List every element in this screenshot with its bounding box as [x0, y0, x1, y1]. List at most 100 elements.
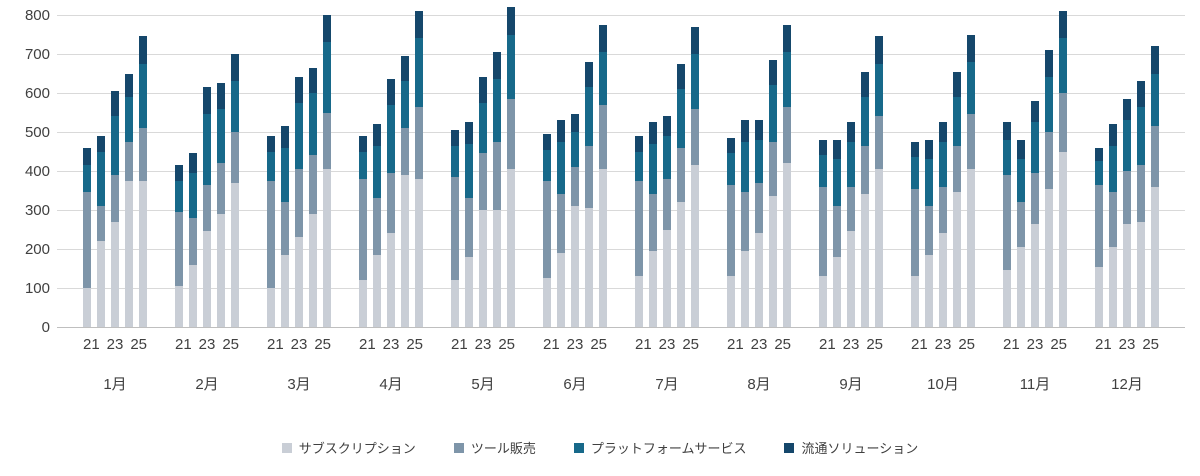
bar [649, 122, 657, 327]
bar [1109, 124, 1117, 327]
legend: サブスクリプション ツール販売 プラットフォームサービス 流通ソリューション [0, 438, 1200, 457]
bar-segment [139, 180, 147, 327]
bar-segment [373, 145, 381, 199]
bar-segment [649, 143, 657, 195]
bar-segment [373, 254, 381, 327]
month-group: 21 23 25 5月 [451, 7, 515, 394]
bar-segment [571, 114, 579, 133]
bar-segment [493, 52, 501, 80]
bar-segment [231, 132, 239, 183]
bar [217, 83, 225, 327]
plot-area [57, 15, 1185, 328]
bar-segment [727, 153, 735, 185]
bar-segment [911, 157, 919, 189]
bar [493, 52, 501, 327]
month-group: 21 23 25 9月 [819, 15, 883, 394]
bar-segment [97, 241, 105, 327]
bar-segment [83, 192, 91, 288]
bar-segment [967, 169, 975, 327]
bar-segment [543, 149, 551, 181]
bar-segment [203, 184, 211, 232]
year-tick-label: 25 [682, 336, 699, 353]
month-bars [359, 11, 423, 327]
bar-segment [175, 165, 183, 181]
bar-segment [635, 135, 643, 152]
bar-segment [1137, 221, 1145, 327]
year-tick-label: 25 [590, 336, 607, 353]
bar-segment [953, 145, 961, 193]
bar-segment [189, 153, 197, 173]
year-tick-label: 25 [498, 336, 515, 353]
bar-segment [911, 188, 919, 277]
bar-segment [663, 178, 671, 230]
bar-segment [507, 98, 515, 170]
bar [967, 34, 975, 327]
bar [175, 165, 183, 327]
year-tick-labels: 21 23 25 [359, 336, 423, 353]
bar-segment [1137, 81, 1145, 107]
bar-segment [507, 34, 515, 99]
bar-segment [175, 211, 183, 287]
bar-segment [557, 141, 565, 195]
bar-segment [1017, 202, 1025, 248]
bar-segment [783, 106, 791, 164]
bar-segment [231, 182, 239, 327]
bar-segment [203, 231, 211, 327]
bar [323, 15, 331, 327]
bar [1003, 122, 1011, 327]
bar-segment [875, 36, 883, 64]
bar-segment [111, 221, 119, 327]
bar-segment [189, 264, 197, 327]
year-tick-label: 23 [750, 336, 768, 353]
bar-segment [97, 206, 105, 242]
legend-item: サブスクリプション [281, 438, 416, 457]
bar-segment [139, 128, 147, 181]
bar-segment [125, 180, 133, 327]
bar-segment [833, 206, 841, 257]
bar-segment [911, 276, 919, 327]
year-tick-label: 23 [842, 336, 860, 353]
bar-segment [543, 180, 551, 279]
month-group: 21 23 25 11月 [1003, 11, 1067, 394]
bar-segment [847, 231, 855, 327]
bar-segment [691, 165, 699, 327]
year-tick-label: 21 [911, 336, 928, 353]
bar-segment [387, 172, 395, 234]
bar-segment [967, 61, 975, 115]
bar-segment [387, 79, 395, 105]
bar-segment [175, 180, 183, 212]
bar-segment [953, 192, 961, 327]
bar-segment [373, 198, 381, 255]
bar-segment [1045, 77, 1053, 133]
bar-segment [139, 36, 147, 64]
bar-segment [479, 210, 487, 327]
bar-segment [755, 182, 763, 234]
bar [1059, 11, 1067, 327]
bar [677, 63, 685, 327]
month-bars [1003, 11, 1067, 327]
bar [691, 26, 699, 327]
year-tick-label: 21 [1003, 336, 1020, 353]
bar-segment [599, 104, 607, 170]
year-tick-label: 21 [359, 336, 376, 353]
bar-segment [875, 169, 883, 327]
month-label: 2月 [195, 376, 219, 393]
bar-segment [295, 77, 303, 103]
bar-segment [1059, 38, 1067, 93]
bar-segment [649, 250, 657, 327]
bar-segment [727, 137, 735, 154]
bar-segment [847, 122, 855, 142]
bar-segment [741, 120, 749, 142]
bar-segment [861, 145, 869, 195]
bar-segment [599, 52, 607, 105]
month-label: 7月 [655, 376, 679, 393]
legend-swatch [573, 442, 584, 453]
bar-segment [309, 213, 317, 327]
bar-segment [585, 208, 593, 327]
bar-segment [479, 153, 487, 210]
bar [401, 55, 409, 327]
bar-segment [925, 159, 933, 207]
gridline [57, 93, 1185, 94]
year-tick-labels: 21 23 25 [267, 336, 331, 353]
year-tick-labels: 21 23 25 [819, 336, 883, 353]
